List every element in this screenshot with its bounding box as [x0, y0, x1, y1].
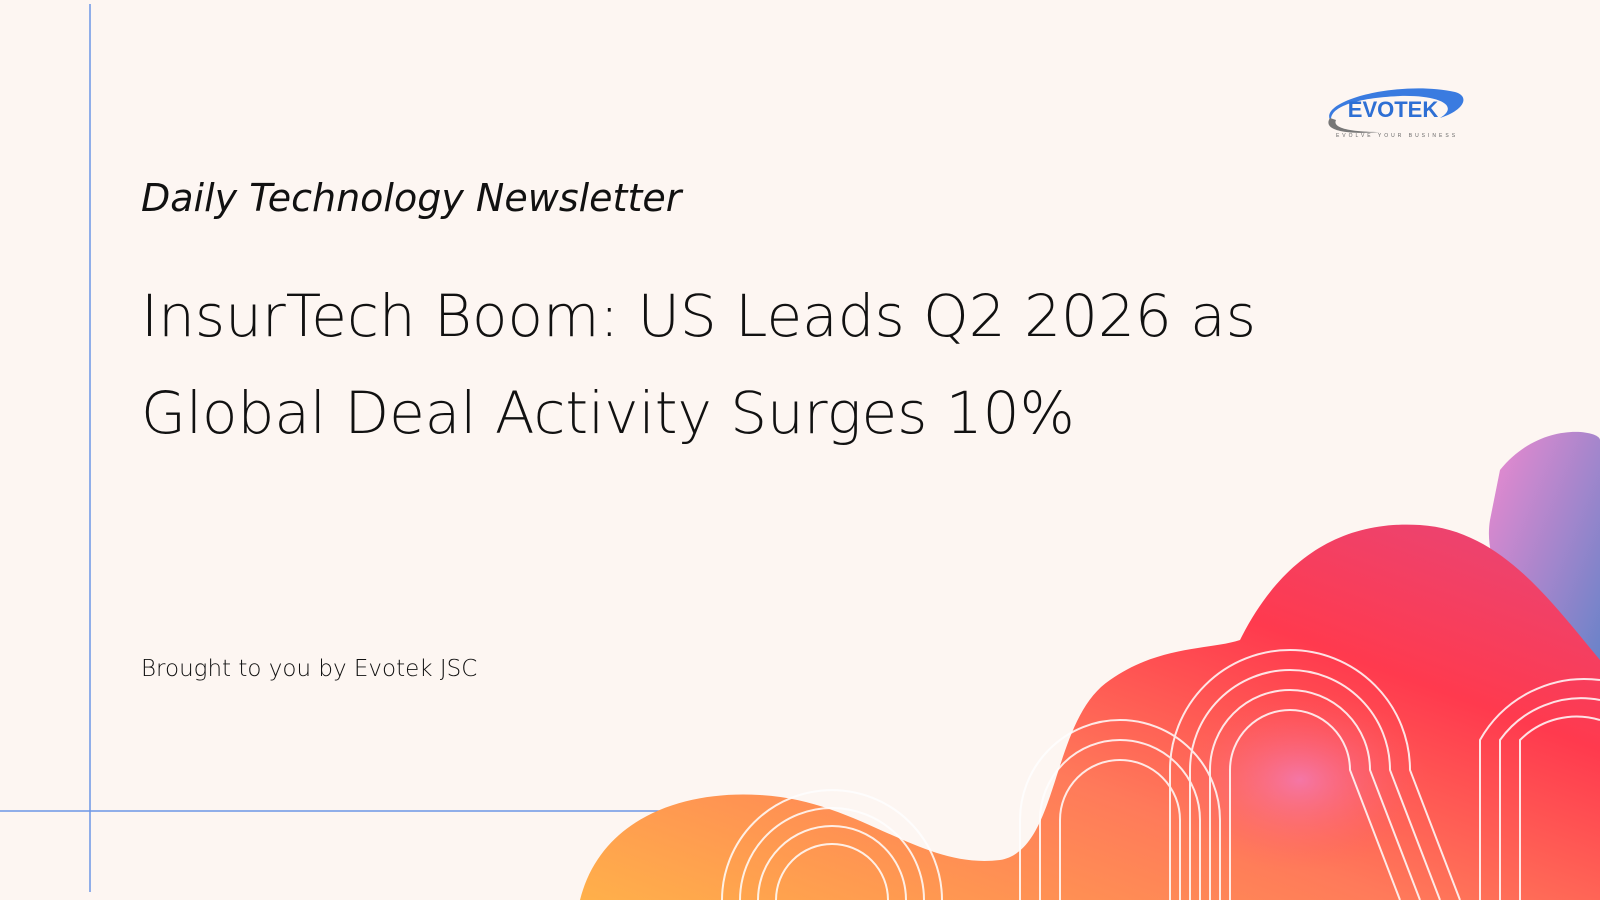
logo-tagline: EVOLVE YOUR BUSINESS: [1336, 133, 1458, 139]
credit: Brought to you by Evotek JSC: [141, 656, 478, 682]
logo-swoosh: [1328, 118, 1380, 133]
blob: [1170, 690, 1430, 870]
headline-line: InsurTech Boom: US Leads Q2 2026 as: [141, 282, 1256, 350]
logo-name: EVOTEK: [1348, 97, 1439, 122]
logo: EVOTEK EVOLVE YOUR BUSINESS: [1328, 88, 1464, 139]
headline: InsurTech Boom: US Leads Q2 2026 as Glob…: [141, 268, 1256, 462]
headline-line: Global Deal Activity Surges 10%: [141, 379, 1075, 447]
rings: [721, 649, 1600, 900]
logo-swoosh: [1329, 88, 1464, 128]
newsletter-label: Daily Technology Newsletter: [141, 176, 682, 220]
blob: [580, 524, 1600, 900]
